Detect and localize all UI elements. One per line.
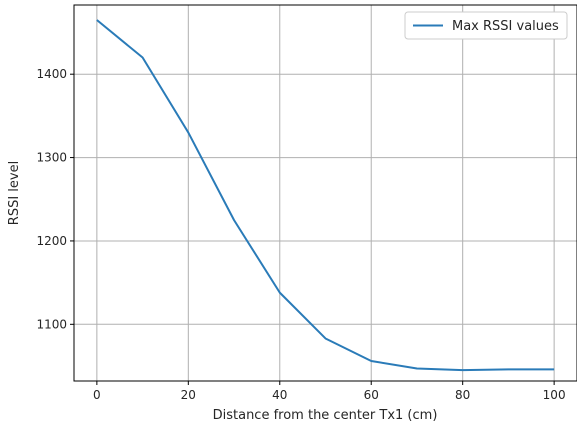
plot-frame bbox=[73, 4, 577, 382]
x-tick-label: 0 bbox=[93, 388, 101, 402]
x-tick-label: 20 bbox=[181, 388, 196, 402]
grid-lines bbox=[74, 5, 577, 381]
axis-ticks: 0 20 40 60 80 100 1100 1200 1300 1400 bbox=[36, 67, 565, 402]
y-tick-label: 1200 bbox=[36, 234, 67, 248]
x-tick-label: 100 bbox=[543, 388, 566, 402]
y-tick-label: 1300 bbox=[36, 151, 67, 165]
legend-label-max-rssi-values: Max RSSI values bbox=[452, 19, 559, 34]
x-axis-label: Distance from the center Tx1 (cm) bbox=[213, 408, 438, 423]
y-tick-label: 1100 bbox=[36, 317, 67, 331]
series-layer bbox=[96, 19, 555, 372]
x-tick-label: 80 bbox=[455, 388, 470, 402]
x-tick-label: 60 bbox=[364, 388, 379, 402]
y-tick-label: 1400 bbox=[36, 67, 67, 81]
series-line-max-rssi-values bbox=[96, 19, 555, 372]
legend: Max RSSI values bbox=[404, 11, 568, 40]
plot-background bbox=[74, 5, 577, 381]
legend-box bbox=[404, 11, 568, 40]
x-tick-label: 40 bbox=[272, 388, 287, 402]
y-axis-label: RSSI level bbox=[7, 161, 22, 225]
